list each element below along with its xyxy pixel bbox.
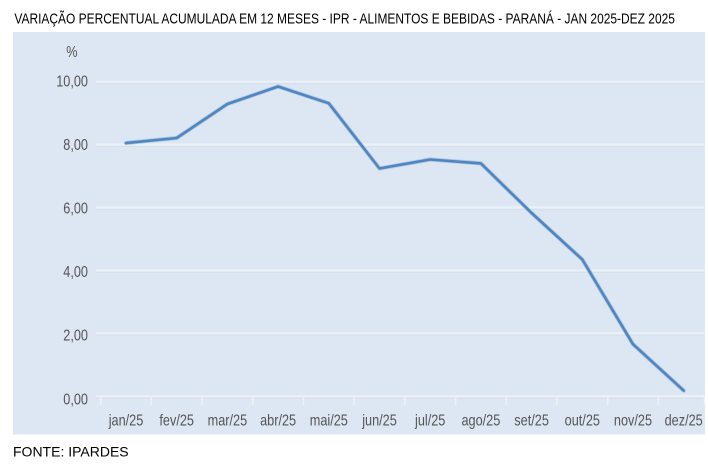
svg-text:mai/25: mai/25 (310, 412, 348, 429)
svg-text:jan/25: jan/25 (108, 412, 144, 429)
svg-text:dez/25: dez/25 (665, 412, 703, 429)
svg-text:ago/25: ago/25 (461, 412, 500, 429)
svg-text:4,00: 4,00 (63, 264, 88, 281)
svg-text:jul/25: jul/25 (414, 412, 445, 429)
svg-text:2,00: 2,00 (63, 328, 88, 345)
svg-text:FONTE: IPARDES: FONTE: IPARDES (13, 444, 129, 460)
svg-text:mar/25: mar/25 (208, 412, 248, 429)
svg-text:nov/25: nov/25 (614, 412, 652, 429)
svg-text:abr/25: abr/25 (260, 412, 296, 429)
svg-text:10,00: 10,00 (56, 73, 88, 90)
svg-text:fev/25: fev/25 (159, 412, 194, 429)
svg-text:6,00: 6,00 (63, 200, 88, 217)
svg-text:VARIAÇÃO PERCENTUAL ACUMULADA: VARIAÇÃO PERCENTUAL ACUMULADA EM 12 MESE… (14, 10, 675, 26)
svg-text:out/25: out/25 (565, 412, 600, 429)
svg-text:%: % (66, 44, 78, 61)
svg-text:8,00: 8,00 (63, 137, 88, 154)
svg-text:set/25: set/25 (514, 412, 549, 429)
svg-text:jun/25: jun/25 (361, 412, 397, 429)
svg-text:0,00: 0,00 (63, 391, 88, 408)
